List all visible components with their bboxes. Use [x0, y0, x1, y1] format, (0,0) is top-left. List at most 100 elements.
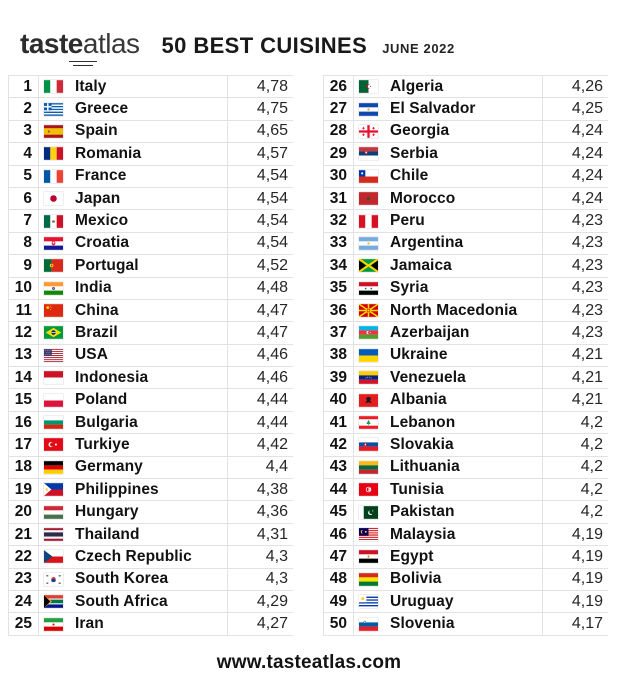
country-name: Georgia: [390, 122, 450, 140]
table-row: 8 Croatia 4,54: [9, 232, 293, 256]
rank: 47: [324, 546, 354, 568]
score: 4,75: [227, 98, 293, 120]
country-name: Malaysia: [390, 525, 456, 543]
score: 4,3: [227, 568, 293, 590]
flag-icon-peru: [354, 210, 383, 231]
score: 4,2: [542, 479, 608, 501]
flag-icon-tunisia: [354, 479, 383, 500]
table-row: 21 Thailand 4,31: [9, 523, 293, 547]
country-name: Slovakia: [390, 435, 454, 453]
score: 4,3: [227, 546, 293, 568]
flag-icon-usa: [39, 345, 68, 366]
table-row: 35 Syria 4,23: [324, 277, 608, 300]
table-row: 45 Pakistan 4,2: [324, 501, 608, 524]
rank: 39: [324, 367, 354, 389]
country-name: Tunisia: [390, 480, 444, 498]
country-name: Bulgaria: [75, 413, 138, 431]
score: 4,57: [227, 143, 293, 165]
country-name: Peru: [390, 212, 425, 230]
score: 4,19: [542, 546, 608, 568]
rank: 49: [324, 590, 354, 613]
ranking-column-left: 1 Italy 4,78 2 Greece 4,75 3 Spain 4,65 4 Romania 4…: [8, 75, 293, 636]
rank: 41: [324, 411, 354, 434]
score: 4,21: [542, 367, 608, 389]
flag-icon-thailand: [39, 524, 68, 545]
score: 4,23: [542, 322, 608, 344]
table-row: 24 South Africa 4,29: [9, 590, 293, 614]
flag-icon-ukraine: [354, 345, 383, 366]
rank: 2: [9, 98, 39, 120]
flag-icon-germany: [39, 457, 68, 478]
country-name: Greece: [75, 100, 129, 118]
score: 4,36: [227, 501, 293, 523]
score: 4,47: [227, 299, 293, 322]
rank: 44: [324, 479, 354, 501]
flag-icon-iran: [39, 613, 68, 634]
ranking-column-right: 26 Algeria 4,26 27 El Salvador 4,25 28 Georgia 4…: [323, 75, 608, 636]
rank: 34: [324, 255, 354, 277]
rank: 25: [9, 613, 39, 635]
rank: 42: [324, 434, 354, 456]
flag-icon-georgia: [354, 121, 383, 142]
rank: 15: [9, 389, 39, 411]
country-name: Japan: [75, 189, 121, 207]
flag-icon-albania: [354, 389, 383, 410]
table-row: 1 Italy 4,78: [9, 76, 293, 99]
table-row: 48 Bolivia 4,19: [324, 568, 608, 591]
table-row: 18 Germany 4,4: [9, 456, 293, 480]
table-row: 25 Iran 4,27: [9, 613, 293, 636]
flag-icon-south-korea: [39, 569, 68, 590]
score: 4,21: [542, 389, 608, 411]
flag-icon-czech-republic: [39, 546, 68, 567]
flag-icon-el-salvador: [354, 98, 383, 119]
country-name: Pakistan: [390, 503, 455, 521]
table-row: 15 Poland 4,44: [9, 389, 293, 412]
score: 4,54: [227, 187, 293, 210]
rank: 12: [9, 322, 39, 344]
flag-icon-croatia: [39, 233, 68, 254]
table-row: 33 Argentina 4,23: [324, 232, 608, 256]
flag-icon-north-macedonia: [354, 300, 383, 321]
country-name: USA: [75, 346, 109, 364]
flag-icon-egypt: [354, 546, 383, 567]
rank: 20: [9, 501, 39, 523]
rank: 43: [324, 456, 354, 479]
rank: 36: [324, 299, 354, 322]
country-name: Egypt: [390, 547, 434, 565]
flag-icon-algeria: [354, 76, 383, 97]
table-row: 7 Mexico 4,54: [9, 210, 293, 233]
rank: 4: [9, 143, 39, 165]
score: 4,23: [542, 255, 608, 277]
score: 4,54: [227, 232, 293, 255]
rank: 37: [324, 322, 354, 344]
table-row: 43 Lithuania 4,2: [324, 456, 608, 480]
table-row: 22 Czech Republic 4,3: [9, 546, 293, 569]
rank: 45: [324, 501, 354, 523]
website-url: www.tasteatlas.com: [216, 651, 402, 673]
country-name: Jamaica: [390, 256, 452, 274]
table-row: 5 France 4,54: [9, 165, 293, 188]
country-name: Italy: [75, 77, 107, 95]
score: 4,29: [227, 590, 293, 613]
flag-icon-bolivia: [354, 569, 383, 590]
country-name: France: [75, 167, 127, 185]
country-name: Azerbaijan: [390, 323, 470, 341]
country-name: Lebanon: [390, 413, 456, 431]
rank: 21: [9, 523, 39, 546]
score: 4,31: [227, 523, 293, 546]
table-row: 40 Albania 4,21: [324, 389, 608, 412]
rank: 46: [324, 523, 354, 546]
flag-icon-argentina: [354, 233, 383, 254]
flag-icon-greece: [39, 98, 68, 119]
score: 4,46: [227, 367, 293, 389]
table-row: 4 Romania 4,57: [9, 143, 293, 166]
country-name: Syria: [390, 279, 429, 297]
score: 4,19: [542, 523, 608, 546]
score: 4,54: [227, 210, 293, 232]
table-row: 42 Slovakia 4,2: [324, 434, 608, 457]
flag-icon-philippines: [39, 479, 68, 500]
rank: 19: [9, 479, 39, 501]
flag-icon-azerbaijan: [354, 322, 383, 343]
score: 4,54: [227, 165, 293, 187]
